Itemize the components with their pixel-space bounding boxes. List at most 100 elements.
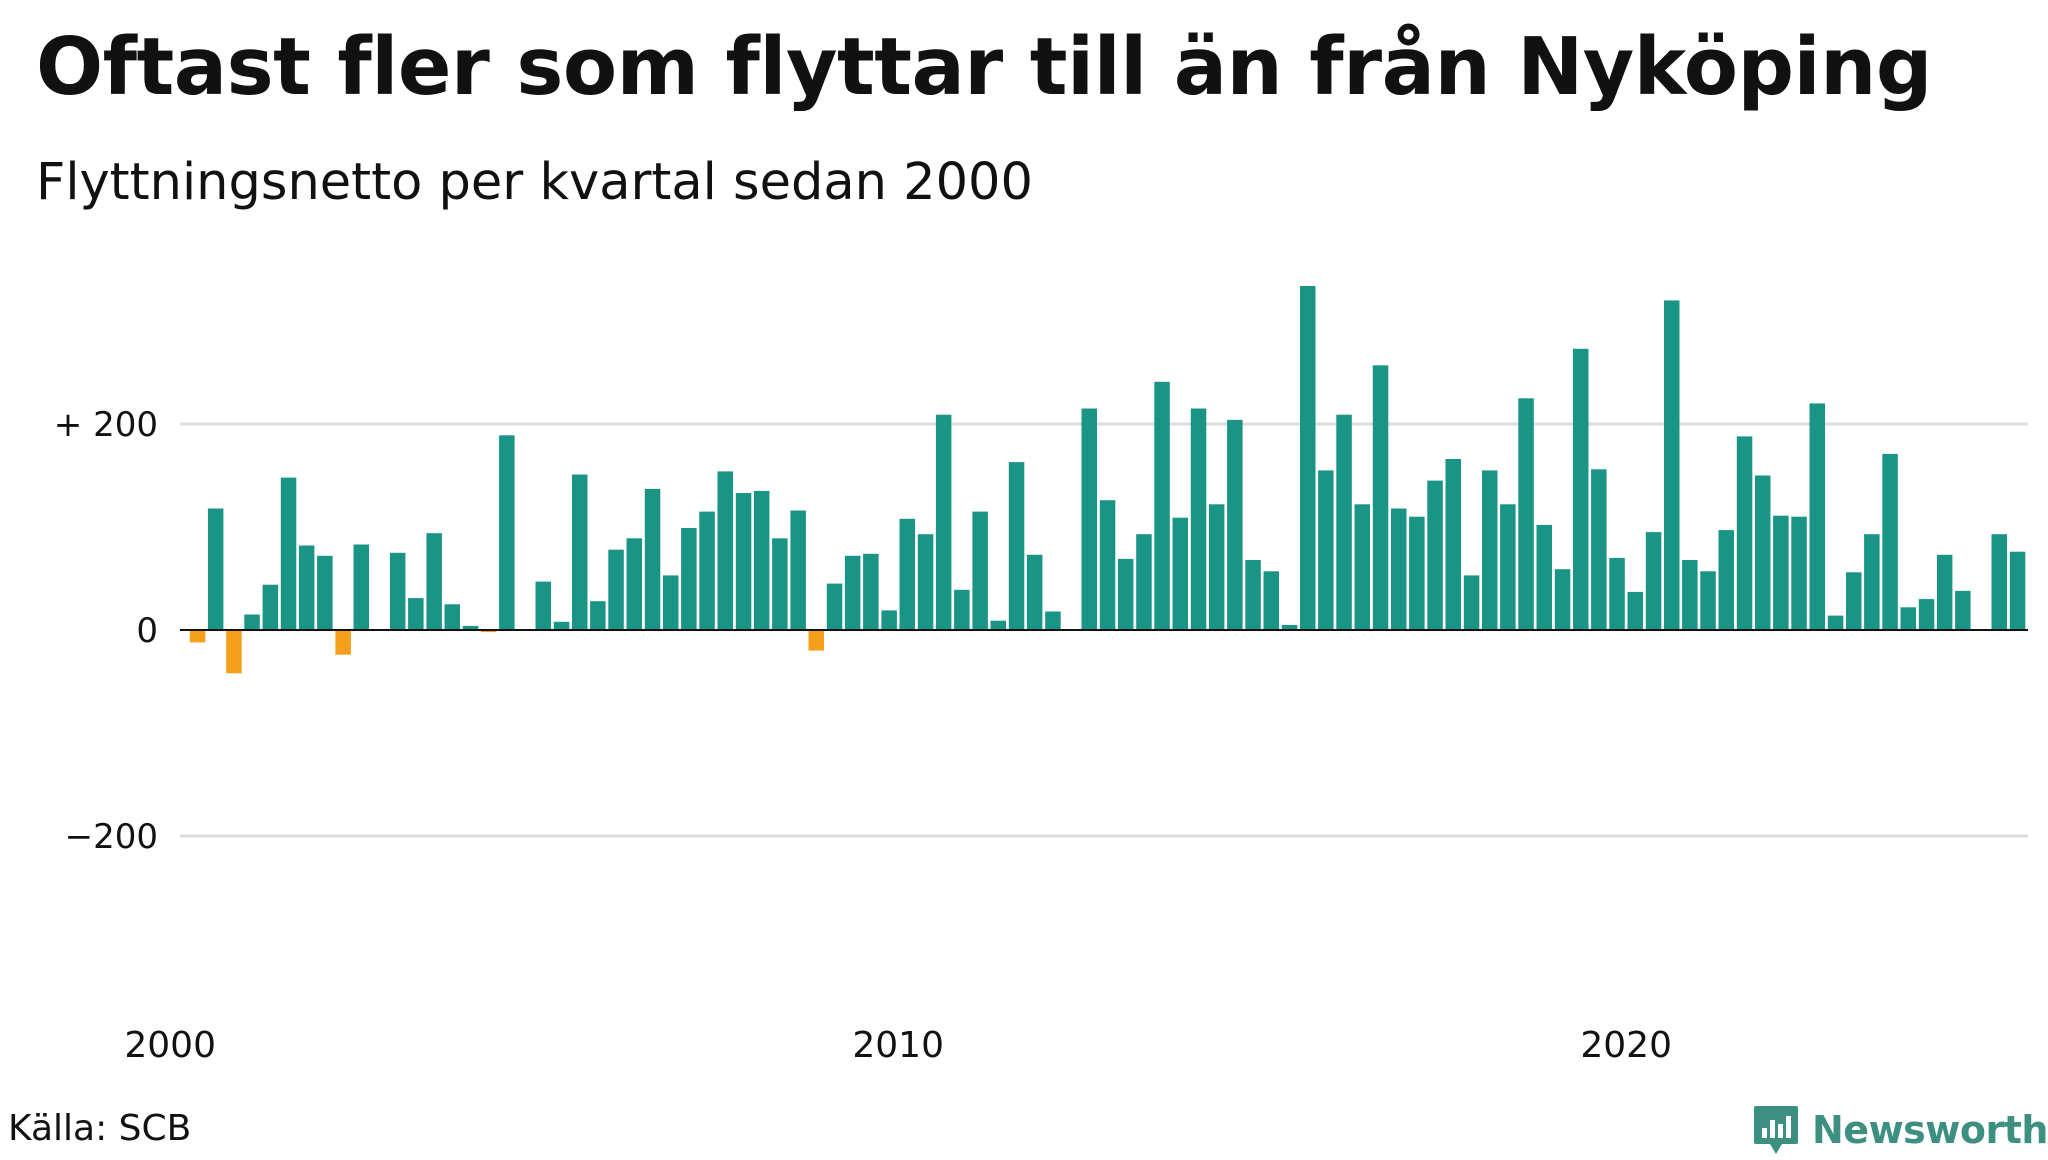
- bar-positive: [681, 528, 697, 630]
- bar-positive: [2009, 551, 2026, 630]
- bar-positive: [863, 553, 879, 630]
- newsworthy-logo-icon: [1754, 1106, 1798, 1154]
- bar-positive: [1208, 504, 1225, 630]
- bar-positive: [1463, 575, 1480, 630]
- bar-positive: [1518, 398, 1534, 631]
- bar-positive: [426, 533, 442, 630]
- chart-title: Oftast fler som flyttar till än från Nyk…: [36, 21, 1932, 113]
- bar-positive: [1682, 560, 1698, 630]
- bar-positive: [1882, 453, 1898, 630]
- bar-positive: [590, 601, 606, 630]
- bar-positive: [699, 511, 715, 630]
- bar-positive: [1846, 572, 1862, 630]
- bar-positive: [1900, 607, 1916, 630]
- bar-positive: [917, 534, 934, 630]
- bar-negative: [335, 630, 351, 655]
- bar-positive: [1627, 591, 1643, 630]
- bar-positive: [317, 555, 333, 630]
- bar-negative: [226, 630, 242, 674]
- brand-name: Newsworthy: [1812, 1108, 2048, 1152]
- bar-positive: [1573, 348, 1589, 630]
- bar-positive: [972, 511, 988, 630]
- bar-positive: [353, 544, 369, 630]
- bar-positive: [935, 414, 952, 630]
- bar-negative: [480, 630, 497, 633]
- y-tick-label: 0: [136, 611, 158, 651]
- bar-positive: [1427, 480, 1443, 630]
- bar-positive: [1736, 436, 1753, 630]
- bar-positive: [735, 493, 752, 630]
- bar-positive: [262, 584, 279, 630]
- bar-positive: [572, 474, 588, 630]
- x-tick-label: 2010: [852, 1025, 944, 1066]
- bar-positive: [1664, 300, 1680, 630]
- bar-positive: [553, 621, 570, 630]
- bar-positive: [1609, 557, 1625, 630]
- bar-positive: [881, 610, 897, 630]
- bar-positive: [1773, 515, 1789, 630]
- bar-positive: [1154, 381, 1170, 630]
- bar-positive: [1318, 470, 1334, 630]
- bar-positive: [626, 538, 642, 630]
- bar-positive: [1026, 554, 1043, 630]
- bar-positive: [844, 555, 861, 630]
- bar-positive: [280, 477, 297, 630]
- bar-positive: [1099, 500, 1116, 630]
- bar-positive: [1482, 470, 1498, 630]
- bar-positive: [1936, 554, 1953, 630]
- bar-positive: [1700, 571, 1716, 630]
- bar-positive: [1645, 532, 1662, 630]
- bar-positive: [1190, 408, 1207, 630]
- bar-positive: [1991, 534, 2007, 630]
- bar-positive: [644, 488, 661, 630]
- bar-positive: [499, 435, 515, 630]
- bar-positive: [1809, 403, 1825, 630]
- bar-positive: [1755, 475, 1771, 630]
- bar-negative: [189, 630, 206, 643]
- bar-positive: [1827, 615, 1844, 630]
- bar-positive: [444, 604, 460, 631]
- bar-positive: [1409, 516, 1425, 630]
- bar-positive: [1136, 534, 1152, 630]
- bar-positive: [1281, 624, 1298, 630]
- bar-positive: [1300, 286, 1316, 630]
- brand-logo: Newsworthy: [1752, 1100, 2048, 1160]
- bar-positive: [1718, 530, 1734, 630]
- bar-positive: [772, 538, 788, 630]
- bar-positive: [717, 471, 733, 630]
- bar-chart: + 200 0 −200 2000 2010 2020: [54, 286, 2028, 1066]
- bar-positive: [1045, 611, 1061, 630]
- bar-positive: [389, 552, 406, 631]
- bar-positive: [1918, 599, 1935, 630]
- bar-positive: [1445, 459, 1461, 630]
- bar-positive: [462, 625, 479, 630]
- bar-positive: [207, 508, 224, 630]
- bar-positive: [954, 589, 970, 630]
- bar-negative: [808, 630, 824, 651]
- y-tick-label: −200: [65, 817, 158, 857]
- bar-positive: [1081, 408, 1097, 630]
- bar-positive: [663, 575, 679, 630]
- bar-positive: [790, 510, 806, 630]
- bar-positive: [1554, 569, 1571, 630]
- bar-positive: [1591, 469, 1607, 630]
- bar-positive: [1791, 516, 1807, 630]
- x-tick-label: 2000: [124, 1025, 216, 1066]
- bar-positive: [1245, 560, 1261, 630]
- bar-positive: [1536, 524, 1552, 630]
- bar-positive: [1391, 508, 1407, 630]
- bar-positive: [1263, 571, 1279, 630]
- x-tick-label: 2020: [1580, 1025, 1672, 1066]
- bar-positive: [1372, 365, 1389, 630]
- bar-positive: [826, 583, 843, 630]
- bar-positive: [1172, 517, 1188, 630]
- bar-positive: [990, 620, 1006, 630]
- chart-subtitle: Flyttningsnetto per kvartal sedan 2000: [36, 153, 1033, 212]
- bar-positive: [408, 598, 424, 630]
- bar-positive: [1864, 534, 1880, 630]
- bar-positive: [298, 545, 315, 630]
- bar-positive: [1117, 558, 1134, 630]
- bar-positive: [244, 614, 260, 630]
- bar-positive: [608, 549, 624, 630]
- bar-positive: [535, 581, 551, 630]
